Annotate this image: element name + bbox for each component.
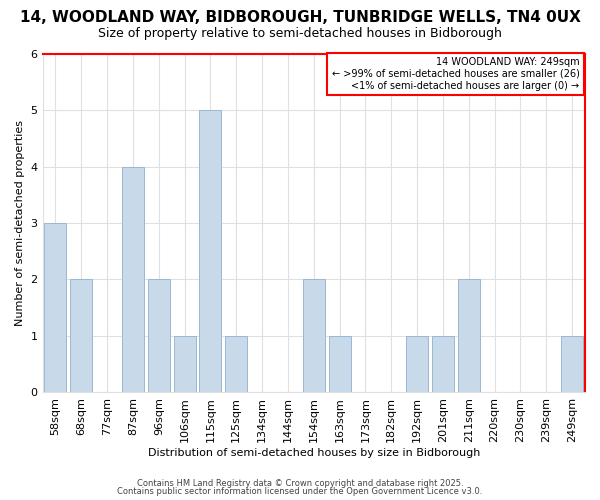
Bar: [225, 336, 247, 392]
Text: 14 WOODLAND WAY: 249sqm
← >99% of semi-detached houses are smaller (26)
<1% of s: 14 WOODLAND WAY: 249sqm ← >99% of semi-d…: [332, 58, 580, 90]
Bar: [406, 336, 428, 392]
Bar: [173, 336, 196, 392]
Text: 14, WOODLAND WAY, BIDBOROUGH, TUNBRIDGE WELLS, TN4 0UX: 14, WOODLAND WAY, BIDBOROUGH, TUNBRIDGE …: [20, 10, 580, 25]
Bar: [44, 223, 67, 392]
Bar: [122, 166, 144, 392]
Text: Contains public sector information licensed under the Open Government Licence v3: Contains public sector information licen…: [118, 487, 482, 496]
Bar: [148, 280, 170, 392]
Bar: [199, 110, 221, 392]
Bar: [303, 280, 325, 392]
X-axis label: Distribution of semi-detached houses by size in Bidborough: Distribution of semi-detached houses by …: [148, 448, 480, 458]
Bar: [561, 336, 583, 392]
Text: Contains HM Land Registry data © Crown copyright and database right 2025.: Contains HM Land Registry data © Crown c…: [137, 478, 463, 488]
Bar: [432, 336, 454, 392]
Bar: [70, 280, 92, 392]
Text: Size of property relative to semi-detached houses in Bidborough: Size of property relative to semi-detach…: [98, 28, 502, 40]
Y-axis label: Number of semi-detached properties: Number of semi-detached properties: [15, 120, 25, 326]
Bar: [329, 336, 350, 392]
Bar: [458, 280, 480, 392]
